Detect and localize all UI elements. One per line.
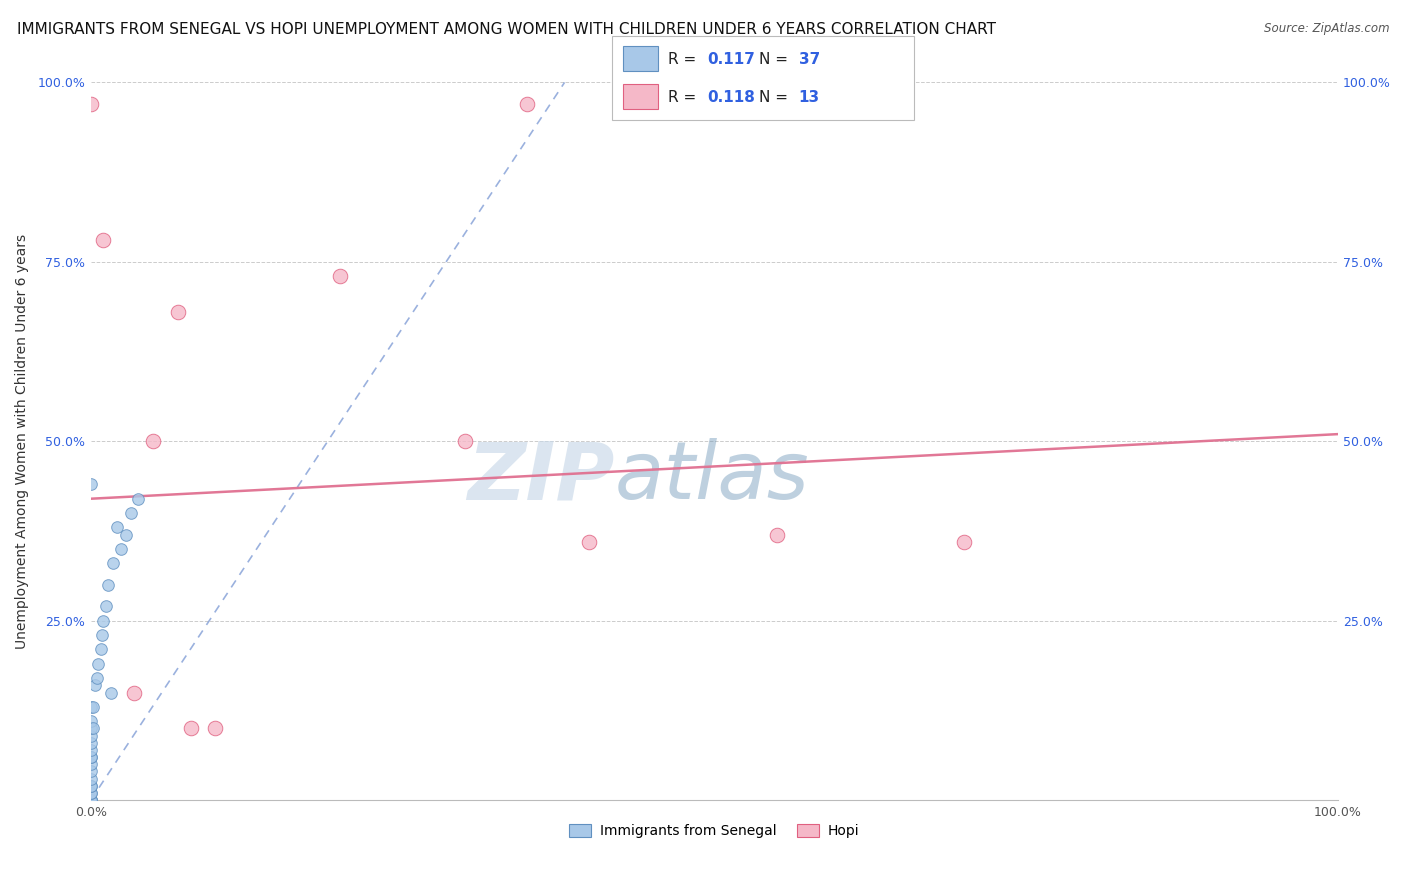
Point [87, 657, 110, 671]
Point [82, 699, 104, 714]
Point [80, 699, 103, 714]
Point [91, 614, 114, 628]
Point [80, 729, 103, 743]
Text: N =: N = [759, 90, 793, 104]
Point [105, 520, 128, 534]
Point [86, 671, 108, 685]
Point [454, 434, 477, 449]
Point [110, 541, 132, 556]
Point [80, 736, 103, 750]
Text: R =: R = [668, 90, 702, 104]
Text: 0.117: 0.117 [707, 53, 755, 67]
Point [91, 628, 114, 642]
Point [80, 722, 103, 736]
Point [952, 534, 974, 549]
Point [80, 743, 103, 757]
Point [120, 506, 142, 520]
Point [765, 527, 787, 541]
Point [80, 786, 103, 800]
Point [80, 477, 103, 491]
Point [80, 764, 103, 779]
Point [127, 491, 149, 506]
Text: N =: N = [759, 53, 793, 67]
Point [80, 779, 103, 793]
Point [91, 233, 114, 247]
Point [103, 557, 125, 571]
Point [80, 793, 103, 807]
Point [329, 269, 352, 284]
Point [94, 599, 117, 614]
Point [80, 793, 103, 807]
Point [80, 793, 103, 807]
Point [80, 786, 103, 800]
Point [80, 779, 103, 793]
Point [100, 685, 122, 699]
Point [90, 642, 112, 657]
Point [204, 722, 226, 736]
Point [80, 757, 103, 772]
Point [179, 722, 201, 736]
Point [82, 722, 104, 736]
Point [97, 578, 120, 592]
Point [167, 305, 190, 319]
Point [142, 434, 165, 449]
Point [80, 750, 103, 764]
Point [516, 97, 538, 112]
Text: 13: 13 [799, 90, 820, 104]
Point [80, 97, 103, 112]
Text: atlas: atlas [614, 438, 810, 516]
Point [83, 678, 105, 692]
Text: ZIP: ZIP [467, 438, 614, 516]
Point [114, 527, 136, 541]
Point [124, 685, 146, 699]
Text: IMMIGRANTS FROM SENEGAL VS HOPI UNEMPLOYMENT AMONG WOMEN WITH CHILDREN UNDER 6 Y: IMMIGRANTS FROM SENEGAL VS HOPI UNEMPLOY… [17, 22, 995, 37]
Text: 37: 37 [799, 53, 820, 67]
Text: 0.118: 0.118 [707, 90, 755, 104]
Legend: Immigrants from Senegal, Hopi: Immigrants from Senegal, Hopi [564, 818, 865, 844]
Y-axis label: Unemployment Among Women with Children Under 6 years: Unemployment Among Women with Children U… [15, 234, 30, 648]
Point [80, 714, 103, 729]
Point [80, 772, 103, 786]
Point [80, 793, 103, 807]
Point [578, 534, 600, 549]
Text: Source: ZipAtlas.com: Source: ZipAtlas.com [1264, 22, 1389, 36]
Text: R =: R = [668, 53, 702, 67]
Point [80, 750, 103, 764]
